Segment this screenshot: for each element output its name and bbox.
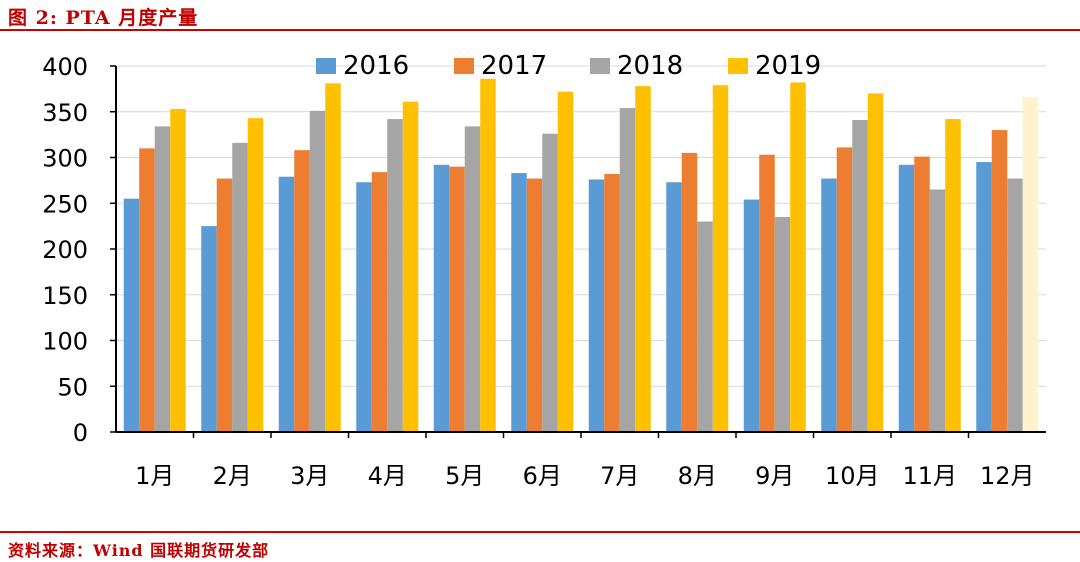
x-tick-label: 9月: [755, 462, 794, 490]
bar-2016-5: [433, 164, 450, 432]
grid-lines: [116, 65, 1046, 387]
bar-2019-4: [402, 101, 419, 432]
top-divider: [0, 29, 1080, 31]
x-tick-label: 3月: [290, 462, 329, 490]
bar-2017-12: [991, 130, 1008, 433]
y-tick-label: 250: [42, 190, 88, 218]
bar-2018-3: [309, 110, 326, 433]
bar-2017-7: [604, 173, 620, 432]
bar-2019-9: [790, 82, 806, 432]
x-tick-label: 1月: [135, 462, 174, 490]
bar-2018-10: [852, 119, 868, 433]
y-tick-label: 0: [73, 419, 88, 447]
bar-2016-8: [666, 182, 682, 432]
bar-2017-11: [914, 156, 930, 432]
x-tick-label: 4月: [368, 462, 407, 490]
bar-2019-3: [325, 83, 341, 432]
bar-2019-6: [557, 91, 574, 432]
bar-chart: 0 50 100 150 200 250 300 350 400 1月 2月 3月 4月 5月 6月 7月 8…: [42, 51, 1046, 490]
bars: [123, 78, 1039, 433]
bar-2016-1: [123, 198, 140, 432]
bar-2016-9: [743, 199, 760, 432]
bar-2016-6: [511, 173, 527, 432]
bar-2017-6: [526, 178, 543, 432]
y-tick-label: 100: [42, 328, 88, 356]
bar-2016-10: [821, 178, 837, 432]
bar-2019-7: [635, 86, 651, 432]
x-tick-label: 8月: [678, 462, 717, 490]
bar-2018-2: [232, 142, 248, 433]
bar-2017-5: [449, 166, 465, 432]
bar-2016-12: [976, 162, 992, 432]
figure-title: 图 2: PTA 月度产量: [8, 7, 199, 29]
bar-2019-10: [867, 93, 884, 432]
bar-2017-9: [759, 154, 775, 432]
bar-2018-8: [697, 221, 713, 432]
bar-2016-2: [201, 226, 217, 432]
bar-2018-12: [1007, 178, 1023, 432]
x-tick-label: 11月: [902, 462, 957, 490]
bottom-divider: [0, 531, 1080, 533]
bar-2019-2: [247, 118, 264, 432]
y-tick-label: 350: [42, 99, 88, 127]
legend-label-2018: 2018: [617, 51, 683, 81]
bar-2018-1: [154, 126, 171, 432]
bar-2017-10: [836, 147, 853, 432]
bar-2019-8: [712, 85, 729, 432]
source-note: 资料来源：Wind 国联期货研发部: [8, 541, 270, 560]
legend-swatch-2018: [590, 58, 610, 74]
bar-2016-3: [278, 176, 295, 432]
x-tick-labels: 1月 2月 3月 4月 5月 6月 7月 8月 9月 10月 11月 12月: [135, 462, 1034, 490]
bar-2018-6: [542, 133, 558, 432]
bar-2017-4: [371, 172, 388, 432]
x-tick-label: 2月: [213, 462, 252, 490]
y-tick-label: 50: [57, 373, 88, 401]
legend-label-2019: 2019: [755, 51, 821, 81]
legend-label-2016: 2016: [343, 51, 409, 81]
y-tick-labels: 0 50 100 150 200 250 300 350 400: [42, 53, 88, 447]
x-tick-label: 12月: [980, 462, 1035, 490]
x-tick-label: 7月: [600, 462, 639, 490]
bar-2017-1: [139, 148, 155, 432]
x-tick-label: 6月: [523, 462, 562, 490]
x-tick-label: 10月: [825, 462, 880, 490]
bar-2018-9: [774, 216, 791, 432]
bar-2016-4: [356, 182, 372, 432]
bar-2019-12: [1022, 97, 1039, 433]
bar-2018-5: [464, 126, 481, 432]
bar-2017-8: [681, 152, 698, 433]
legend-swatch-2016: [316, 58, 336, 74]
bar-2019-11: [945, 119, 961, 432]
bar-2016-11: [898, 164, 915, 432]
legend-label-2017: 2017: [481, 51, 547, 81]
bar-2018-11: [929, 189, 946, 432]
bar-2016-7: [588, 179, 605, 432]
y-tick-label: 300: [42, 145, 88, 173]
axes: [110, 65, 1046, 438]
legend-swatch-2019: [728, 58, 748, 74]
legend: 2016 2017 2018 2019: [316, 51, 821, 81]
y-tick-label: 400: [42, 53, 88, 81]
bar-2019-1: [170, 109, 186, 432]
bar-2017-2: [216, 178, 233, 432]
bar-2018-4: [387, 119, 403, 432]
x-tick-label: 5月: [445, 462, 484, 490]
legend-swatch-2017: [454, 58, 474, 74]
y-tick-label: 150: [42, 282, 88, 310]
bar-2017-3: [294, 150, 310, 432]
bar-2018-7: [619, 108, 636, 432]
y-tick-label: 200: [42, 236, 88, 264]
bar-2019-5: [480, 78, 496, 432]
